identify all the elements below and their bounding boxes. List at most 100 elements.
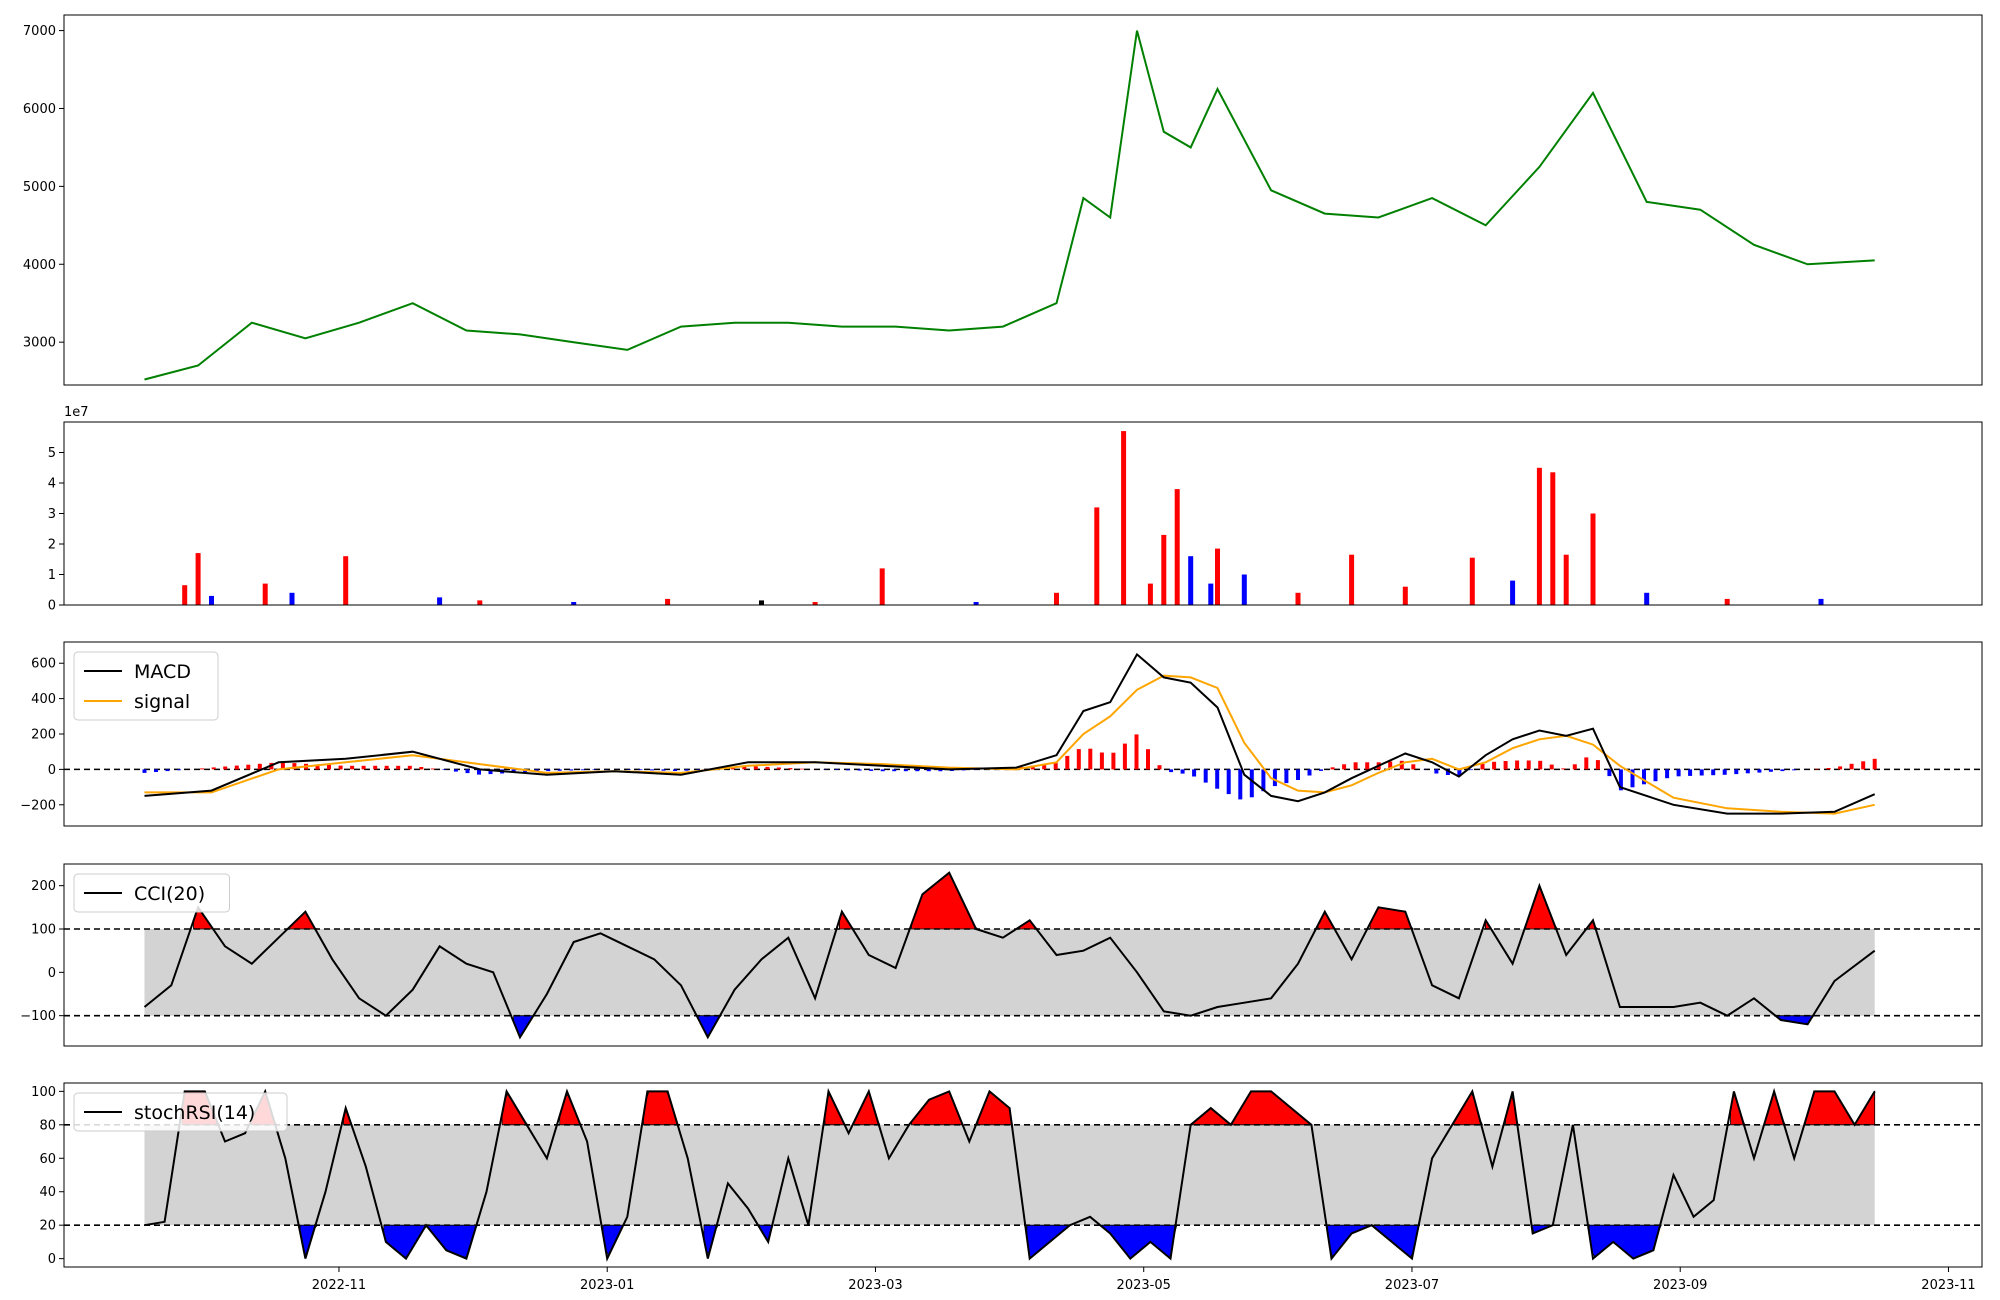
macd-histogram-bar — [246, 764, 251, 770]
stochrsi-line — [144, 1087, 1876, 1262]
panel-price: 3000 4000 5000 6000 7000 — [23, 14, 1983, 386]
macd-histogram-bar — [1607, 769, 1612, 777]
volume-bar — [195, 553, 201, 605]
macd-histogram-bar — [234, 765, 239, 770]
macd-histogram-bar — [1745, 769, 1750, 774]
macd-histogram-bar — [638, 769, 643, 771]
macd-histogram-bar — [350, 765, 355, 770]
macd-histogram-bar — [1826, 768, 1831, 770]
volume-bar — [1563, 554, 1569, 605]
y-tick-label: 5000 — [23, 180, 56, 195]
panel-stochrsi: stochRSI(14) 0 20 40 60 80 100 — [31, 1082, 1983, 1268]
macd-histogram-bar — [765, 766, 770, 770]
macd-histogram-bar — [1849, 763, 1854, 770]
macd-histogram-bar — [407, 765, 412, 770]
macd-histogram-bar — [419, 767, 424, 770]
shared-x-axis: 2022-11 2023-01 2023-03 2023-05 2023-07 2023-… — [312, 1267, 1976, 1293]
y-tick-label: 6000 — [23, 102, 56, 117]
volume-bar — [759, 600, 764, 605]
macd-histogram-bar — [926, 769, 931, 772]
y-tick-label: 2 — [48, 538, 56, 553]
y-offset-label: 1e7 — [64, 405, 89, 420]
macd-histogram-bar — [673, 769, 678, 771]
macd-histogram-bar — [1296, 769, 1300, 780]
macd-histogram-bar — [1722, 769, 1727, 775]
macd-histogram-bar — [650, 769, 654, 771]
volume-bar — [1215, 548, 1220, 605]
macd-histogram-bar — [1549, 764, 1554, 770]
y-tick-label: 60 — [39, 1152, 56, 1167]
macd-histogram-bar — [800, 768, 804, 770]
macd-histogram-bar — [1457, 769, 1462, 777]
x-tick-label: 2023-11 — [1921, 1278, 1975, 1293]
macd-histogram-bar — [1353, 762, 1358, 770]
macd-histogram-bar — [1215, 769, 1220, 789]
macd-histogram-bar — [1618, 769, 1623, 791]
y-tick-label: −200 — [20, 798, 56, 813]
macd-histogram-bar — [1307, 769, 1312, 776]
macd-histogram-bar — [1272, 769, 1277, 787]
macd-histogram-bar — [1088, 748, 1093, 770]
macd-histogram-bar — [1146, 749, 1150, 770]
macd-histogram-bar — [938, 769, 943, 772]
macd-histogram-bar — [1319, 769, 1323, 771]
macd-histogram-bar — [1538, 760, 1543, 770]
macd-histogram-bar — [592, 769, 597, 770]
y-tick-label: 3 — [48, 507, 56, 522]
volume-bar — [1208, 583, 1214, 605]
legend-label: MACD — [134, 661, 191, 683]
volume-bar — [1188, 556, 1194, 605]
macd-histogram-bar — [1595, 760, 1600, 770]
volume-bar — [1161, 534, 1167, 605]
macd-histogram-bar — [1838, 766, 1843, 770]
macd-histogram-bar — [477, 769, 481, 775]
macd-histogram-bar — [1249, 769, 1254, 798]
macd-histogram-bar — [1480, 764, 1485, 770]
macd-histogram-bar — [1411, 764, 1416, 770]
y-tick-label: 0 — [48, 966, 56, 981]
macd-histogram-bar — [211, 767, 216, 770]
y-tick-label: 5 — [48, 446, 56, 461]
macd-histogram-bar — [165, 769, 170, 772]
volume-bar — [1295, 592, 1301, 605]
macd-histogram-bar — [223, 766, 228, 770]
volume-bar — [1590, 513, 1596, 605]
macd-histogram-bar — [1653, 769, 1658, 782]
macd-histogram-bar — [384, 765, 389, 770]
macd-histogram-bar — [1399, 760, 1404, 770]
macd-histogram-bar — [338, 765, 343, 770]
macd-histogram-bar — [1445, 769, 1450, 775]
volume-bar — [343, 556, 349, 605]
macd-histogram-bar — [857, 769, 862, 771]
volume-bar — [879, 568, 885, 605]
volume-bar — [1818, 598, 1824, 605]
macd-histogram-bar — [1815, 768, 1819, 770]
macd-histogram-bar — [661, 769, 666, 771]
macd-histogram-bar — [154, 769, 158, 772]
macd-histogram-bar — [200, 768, 205, 770]
macd-histogram-bar — [1042, 763, 1047, 770]
legend-box — [73, 651, 219, 721]
x-tick-label: 2023-07 — [1385, 1278, 1439, 1293]
x-tick-label: 2023-03 — [848, 1278, 902, 1293]
volume-bar — [289, 592, 295, 605]
macd-histogram-bar — [869, 769, 874, 771]
y-tick-label: 200 — [31, 879, 56, 894]
cci-line — [143, 871, 1876, 1040]
macd-histogram-bar — [1780, 769, 1785, 772]
volume-bar — [209, 595, 214, 605]
macd-histogram-bar — [1203, 769, 1208, 783]
macd-histogram-bar — [327, 765, 331, 770]
macd-histogram-bar — [1699, 769, 1704, 776]
y-tick-label: 4000 — [23, 258, 56, 273]
panel-cci: CCI(20) −100 0 100 200 — [20, 863, 1983, 1047]
legend-label: CCI(20) — [134, 883, 205, 905]
volume-bar — [1510, 580, 1516, 605]
volume-bar — [571, 602, 577, 605]
price-line — [144, 30, 1875, 381]
macd-histogram-bar — [834, 769, 839, 770]
legend-box — [73, 873, 230, 913]
x-tick-label: 2023-09 — [1653, 1278, 1707, 1293]
neutral-band — [144, 1124, 1875, 1226]
volume-bar — [1054, 592, 1059, 605]
